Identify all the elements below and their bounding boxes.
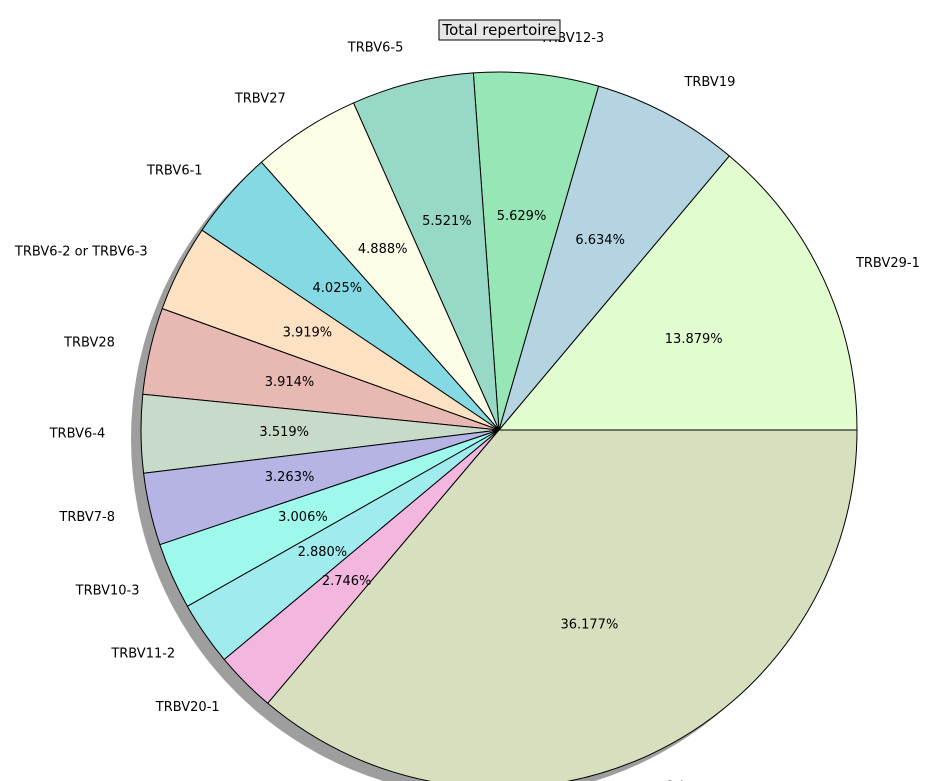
percent-label-trbv20-1: 2.746% bbox=[322, 574, 372, 589]
slice-label-trbv27: TRBV27 bbox=[234, 91, 286, 106]
slice-label-trbv19: TRBV19 bbox=[683, 75, 735, 90]
percent-label-trbv6-5: 5.521% bbox=[422, 214, 472, 229]
slice-label-trbv11-2: TRBV11-2 bbox=[110, 647, 175, 662]
percent-label-trbv6-1: 4.025% bbox=[313, 281, 363, 296]
slice-label-others: Others bbox=[665, 780, 709, 781]
percent-label-trbv28: 3.914% bbox=[265, 375, 315, 390]
slice-label-trbv6-5: TRBV6-5 bbox=[347, 40, 404, 55]
pie-slice-trbv12-3 bbox=[472, 71, 600, 431]
slice-label-trbv20-1: TRBV20-1 bbox=[155, 700, 220, 715]
slice-label-trbv6-2-or-trbv6-3: TRBV6-2 or TRBV6-3 bbox=[14, 245, 148, 260]
percent-label-trbv6-4: 3.519% bbox=[259, 425, 309, 440]
percent-label-trbv11-2: 2.880% bbox=[298, 545, 348, 560]
percent-label-trbv6-2-or-trbv6-3: 3.919% bbox=[283, 325, 333, 340]
chart-title-text: Total repertoire bbox=[441, 21, 556, 39]
slice-label-trbv6-4: TRBV6-4 bbox=[49, 427, 106, 442]
pie-slices bbox=[140, 71, 858, 781]
pie-slice-others bbox=[267, 429, 858, 781]
percent-label-trbv10-3: 3.006% bbox=[278, 510, 328, 525]
slice-labels: TRBV29-1TRBV19TRBV12-3TRBV6-5TRBV27TRBV6… bbox=[14, 31, 920, 781]
percent-label-trbv29-1: 13.879% bbox=[665, 332, 723, 347]
percent-label-trbv19: 6.634% bbox=[575, 233, 625, 248]
percent-labels: 13.879% 6.634% 5.629% 5.521% 4.888% 4.025% 3.9… bbox=[259, 209, 722, 632]
percent-label-trbv12-3: 5.629% bbox=[497, 209, 547, 224]
slice-label-trbv6-1: TRBV6-1 bbox=[146, 163, 203, 178]
pie-slice-trbv19 bbox=[498, 85, 730, 431]
slice-label-trbv10-3: TRBV10-3 bbox=[75, 583, 140, 598]
slice-label-trbv28: TRBV28 bbox=[63, 335, 115, 350]
slice-label-trbv7-8: TRBV7-8 bbox=[58, 510, 115, 525]
chart-title: Total repertoire bbox=[438, 19, 561, 41]
percent-label-trbv7-8: 3.263% bbox=[265, 470, 315, 485]
chart-title-box bbox=[438, 19, 561, 41]
slice-label-trbv29-1: TRBV29-1 bbox=[855, 256, 920, 271]
percent-label-others: 36.177% bbox=[560, 617, 618, 632]
pie-slice-trbv29-1 bbox=[498, 155, 858, 431]
percent-label-trbv27: 4.888% bbox=[358, 242, 408, 257]
